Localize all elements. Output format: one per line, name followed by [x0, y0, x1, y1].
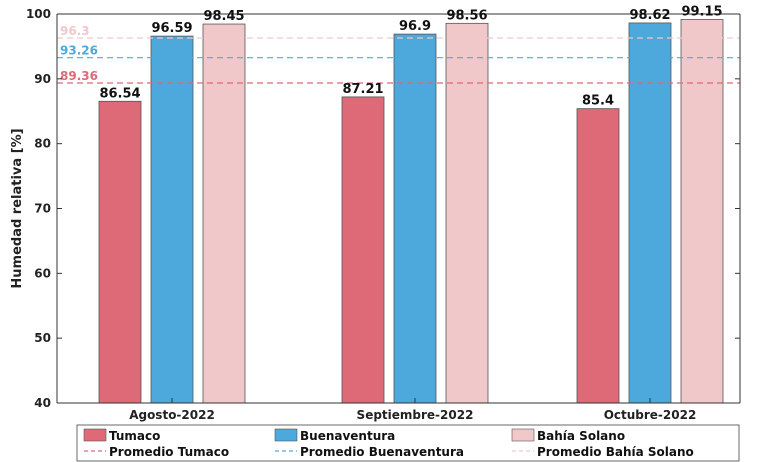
- y-tick-label: 70: [34, 202, 51, 216]
- legend-swatch: [511, 428, 535, 442]
- legend-box: [76, 424, 740, 462]
- y-tick-label: 50: [34, 331, 51, 345]
- y-tick-label: 100: [26, 7, 51, 21]
- value-labels-layer: 86.54 96.59 98.45 87.21 96.9 98.56 85.4 98.62 99…: [99, 5, 722, 109]
- legend: Tumaco Buenaventura Bahía Solano Promedio T…: [76, 424, 740, 462]
- bar-tumaco-2: [576, 108, 620, 404]
- average-lines-layer: 89.36 93.26 96.3: [57, 24, 740, 84]
- legend-entry-label: Tumaco: [109, 429, 160, 443]
- legend-swatch: [83, 428, 107, 442]
- bar-bah-a-solano-0: [202, 23, 246, 404]
- legend-entry-label: Buenaventura: [300, 429, 395, 443]
- bar-buenaventura-1: [393, 33, 437, 404]
- average-line-label: 96.3: [60, 24, 90, 38]
- x-tick-label: Octubre-2022: [604, 408, 697, 422]
- bar-tumaco-0: [98, 100, 142, 404]
- y-tick-label: 60: [34, 266, 51, 280]
- x-tick-label: Agosto-2022: [129, 408, 215, 422]
- axes-layer: Agosto-2022 Septiembre-2022 Octubre-2022 40…: [10, 7, 741, 422]
- y-axis-label: Humedad relativa [%]: [10, 128, 25, 288]
- legend-entry-label: Promedio Bahía Solano: [537, 445, 694, 459]
- data-label: 98.45: [203, 9, 244, 24]
- legend-swatch: [274, 428, 298, 442]
- y-tick-label: 40: [34, 396, 51, 410]
- bar-buenaventura-2: [628, 22, 672, 404]
- bars-layer: [98, 19, 724, 404]
- average-line-label: 89.36: [60, 69, 98, 83]
- data-label: 87.21: [342, 82, 383, 97]
- data-label: 86.54: [99, 86, 140, 101]
- y-tick-label: 80: [34, 137, 51, 151]
- y-tick-label: 90: [34, 72, 51, 86]
- bar-buenaventura-0: [150, 35, 194, 404]
- legend-entry-label: Promedio Tumaco: [109, 445, 229, 459]
- bar-tumaco-1: [341, 96, 385, 404]
- legend-entry-label: Promedio Buenaventura: [300, 445, 464, 459]
- data-label: 98.62: [629, 8, 670, 23]
- data-label: 96.9: [399, 19, 431, 34]
- bar-bah-a-solano-2: [680, 19, 724, 404]
- x-tick-label: Septiembre-2022: [357, 408, 474, 422]
- bar-bah-a-solano-1: [445, 22, 489, 404]
- data-label: 96.59: [151, 21, 192, 36]
- average-line-label: 93.26: [60, 44, 98, 58]
- legend-entry-label: Bahía Solano: [537, 429, 625, 443]
- data-label: 98.56: [446, 8, 487, 23]
- data-label: 99.15: [681, 5, 722, 20]
- data-label: 85.4: [582, 94, 614, 109]
